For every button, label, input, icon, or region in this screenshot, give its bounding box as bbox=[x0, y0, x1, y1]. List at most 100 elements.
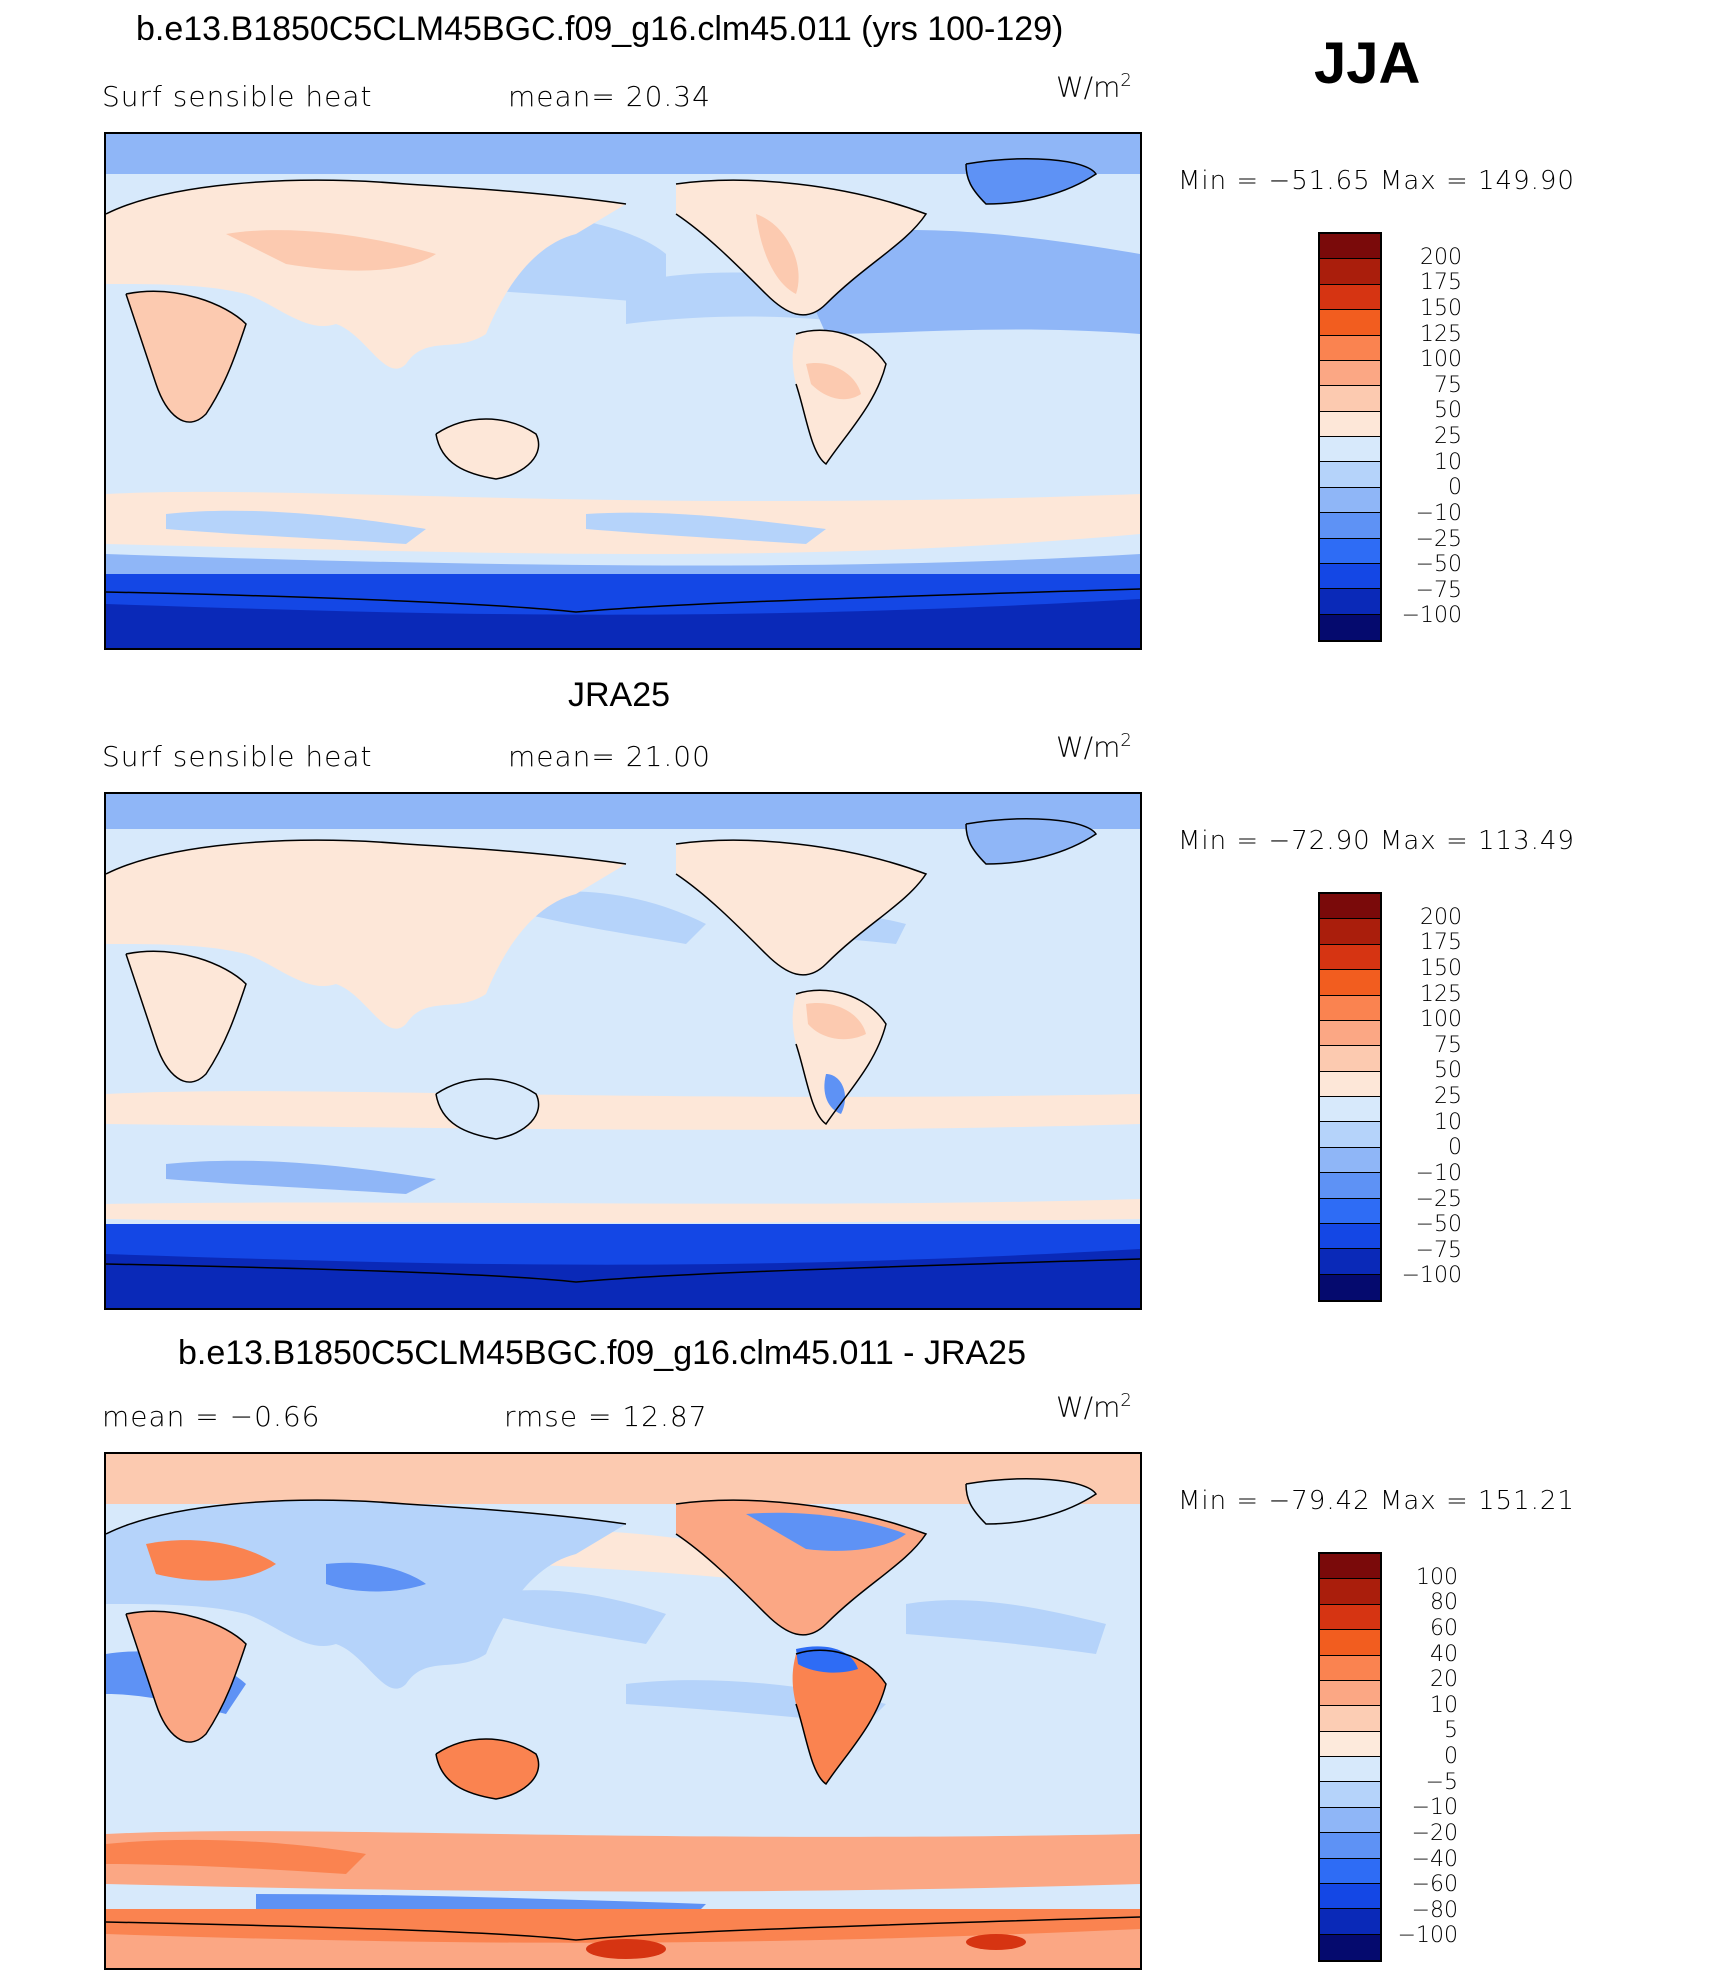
colorbar-label: 25 bbox=[1434, 424, 1462, 449]
colorbar-swatch bbox=[1320, 1883, 1380, 1910]
colorbar-swatch bbox=[1320, 1731, 1380, 1757]
colorbar-label: 125 bbox=[1420, 981, 1462, 1007]
colorbar-swatch bbox=[1320, 1020, 1380, 1047]
colorbar-label: 75 bbox=[1434, 372, 1462, 398]
minmax-obs: Min = −72.90 Max = 113.49 bbox=[1178, 826, 1575, 856]
colorbar-swatch bbox=[1320, 513, 1380, 539]
colorbar-labels-model: 200 175 150 125 100 75 50 25 10 0 −10 −25 −50 −75 −100 bbox=[1380, 232, 1462, 642]
colorbar-swatch bbox=[1320, 1706, 1380, 1732]
colorbar-swatch bbox=[1320, 284, 1380, 311]
colorbar-swatch bbox=[1320, 944, 1380, 971]
colorbar-swatch bbox=[1320, 335, 1380, 361]
colorbar-label: 125 bbox=[1420, 321, 1462, 347]
diff-mean-value: mean = −0.66 bbox=[102, 1400, 321, 1433]
colorbar-swatch bbox=[1320, 1807, 1380, 1834]
colorbar-label: 200 bbox=[1420, 244, 1462, 270]
colorbar-labels-diff: 100 80 60 40 20 10 5 0 −5 −10 −20 −40 −60 −80 −100 bbox=[1380, 1552, 1458, 1962]
units-label-obs: W/m2 bbox=[1056, 730, 1132, 764]
colorbar-swatch bbox=[1320, 1934, 1380, 1960]
colorbar-label: −100 bbox=[1401, 1263, 1462, 1289]
colorbar-swatch bbox=[1320, 487, 1380, 514]
map-model-canvas bbox=[106, 134, 1140, 648]
colorbar-label: 40 bbox=[1430, 1641, 1458, 1667]
colorbar-swatch bbox=[1320, 462, 1380, 488]
colorbar-swatch bbox=[1320, 386, 1380, 412]
colorbar-label: 10 bbox=[1434, 1109, 1462, 1135]
colorbar-label: −100 bbox=[1401, 603, 1462, 629]
colorbar-label: −50 bbox=[1415, 1212, 1462, 1238]
colorbar-label: 0 bbox=[1448, 1135, 1462, 1161]
colorbar-swatch bbox=[1320, 259, 1380, 285]
colorbar-label: −10 bbox=[1411, 1795, 1458, 1821]
panel-title-diff: b.e13.B1850C5CLM45BGC.f09_g16.clm45.011 … bbox=[178, 1334, 1026, 1372]
map-obs-canvas bbox=[106, 794, 1140, 1308]
colorbar-obs bbox=[1318, 892, 1382, 1302]
colorbar-label: 175 bbox=[1420, 270, 1462, 296]
colorbar-label: −75 bbox=[1415, 1237, 1462, 1263]
colorbar-swatch bbox=[1320, 1046, 1380, 1072]
colorbar-label: 50 bbox=[1434, 1058, 1462, 1084]
colorbar-swatch bbox=[1320, 234, 1380, 260]
field-label-model: Surf sensible heat bbox=[102, 80, 373, 113]
colorbar-swatch bbox=[1320, 1249, 1380, 1275]
colorbar-label: −25 bbox=[1415, 526, 1462, 552]
colorbar-swatch bbox=[1320, 1655, 1380, 1681]
colorbar-label: −25 bbox=[1415, 1186, 1462, 1212]
colorbar-label: 80 bbox=[1430, 1590, 1458, 1616]
colorbar-swatch bbox=[1320, 1147, 1380, 1174]
colorbar-swatch bbox=[1320, 1198, 1380, 1224]
colorbar-swatch bbox=[1320, 1858, 1380, 1884]
colorbar-swatch bbox=[1320, 1579, 1380, 1605]
mean-value-model: mean= 20.34 bbox=[508, 80, 711, 113]
colorbar-label: 150 bbox=[1420, 955, 1462, 981]
colorbar-swatch bbox=[1320, 589, 1380, 615]
colorbar-label: −5 bbox=[1425, 1769, 1458, 1795]
colorbar-label: 100 bbox=[1420, 347, 1462, 373]
minmax-model: Min = −51.65 Max = 149.90 bbox=[1178, 166, 1575, 196]
colorbar-swatch bbox=[1320, 538, 1380, 564]
colorbar-swatch bbox=[1320, 437, 1380, 463]
colorbar-swatch bbox=[1320, 1909, 1380, 1935]
colorbar-label: 5 bbox=[1444, 1718, 1458, 1744]
panel-title-obs: JRA25 bbox=[568, 676, 671, 714]
colorbar-label: 10 bbox=[1434, 449, 1462, 475]
colorbar-swatch bbox=[1320, 310, 1380, 336]
colorbar-swatch bbox=[1320, 1071, 1380, 1097]
colorbar-swatch bbox=[1320, 1782, 1380, 1808]
colorbar-swatch bbox=[1320, 970, 1380, 996]
colorbar-label: −100 bbox=[1397, 1923, 1458, 1949]
mean-value-obs: mean= 21.00 bbox=[508, 740, 711, 773]
colorbar-swatch bbox=[1320, 411, 1380, 437]
colorbar-swatch bbox=[1320, 1833, 1380, 1859]
colorbar-swatch bbox=[1320, 1604, 1380, 1631]
colorbar-label: 175 bbox=[1420, 930, 1462, 956]
diff-rmse-value: rmse = 12.87 bbox=[504, 1400, 708, 1433]
colorbar-swatch bbox=[1320, 1554, 1380, 1580]
colorbar-label: 75 bbox=[1434, 1032, 1462, 1058]
minmax-diff: Min = −79.42 Max = 151.21 bbox=[1178, 1486, 1575, 1516]
colorbar-swatch bbox=[1320, 919, 1380, 945]
colorbar-swatch bbox=[1320, 563, 1380, 590]
colorbar-label: 100 bbox=[1416, 1564, 1458, 1590]
colorbar-label: 60 bbox=[1430, 1615, 1458, 1641]
colorbar-swatch bbox=[1320, 1097, 1380, 1123]
colorbar-swatch bbox=[1320, 360, 1380, 387]
colorbar-swatch bbox=[1320, 1173, 1380, 1199]
units-label-diff: W/m2 bbox=[1056, 1390, 1132, 1424]
field-label-obs: Surf sensible heat bbox=[102, 740, 373, 773]
units-label-model: W/m2 bbox=[1056, 70, 1132, 104]
colorbar-swatch bbox=[1320, 1630, 1380, 1656]
map-diff-canvas bbox=[106, 1454, 1140, 1968]
colorbar-label: 10 bbox=[1430, 1692, 1458, 1718]
colorbar-swatch bbox=[1320, 1223, 1380, 1250]
colorbar-label: 150 bbox=[1420, 295, 1462, 321]
colorbar-swatch bbox=[1320, 1680, 1380, 1707]
colorbar-label: 20 bbox=[1430, 1667, 1458, 1693]
colorbar-label: 0 bbox=[1448, 475, 1462, 501]
colorbar-swatch bbox=[1320, 995, 1380, 1021]
season-label: JJA bbox=[1314, 31, 1421, 96]
colorbar-label: 200 bbox=[1420, 904, 1462, 930]
colorbar-label: −80 bbox=[1411, 1897, 1458, 1923]
colorbar-swatch bbox=[1320, 1274, 1380, 1300]
colorbar-label: 50 bbox=[1434, 398, 1462, 424]
